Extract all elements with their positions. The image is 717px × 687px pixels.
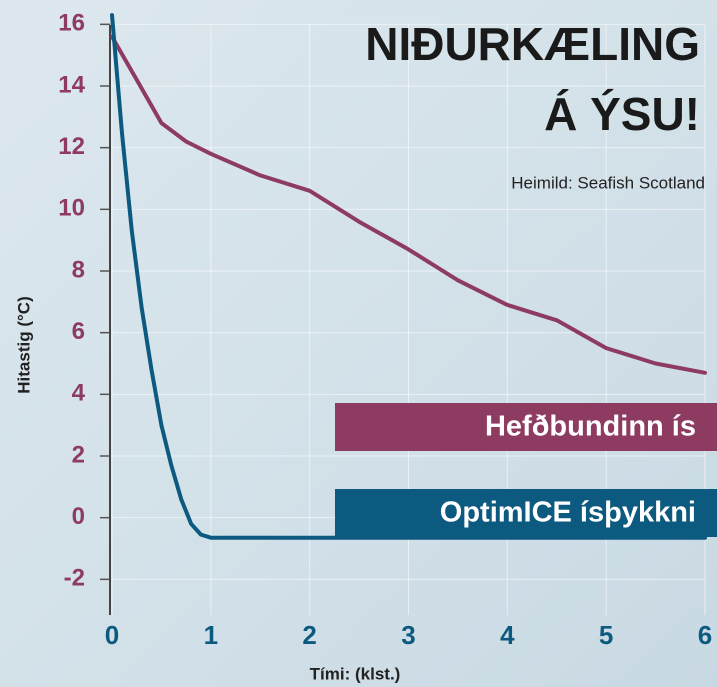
legend-label: Hefðbundinn ís (485, 411, 696, 443)
series-line (110, 34, 707, 375)
lines (110, 13, 707, 540)
y-tick-label: 4 (72, 380, 86, 407)
series-line (110, 13, 707, 540)
y-tick-label: 10 (58, 195, 85, 222)
subtitle: Heimild: Seafish Scotland (511, 173, 705, 192)
x-tick-label: 6 (698, 620, 712, 650)
x-tick-label: 1 (204, 620, 218, 650)
y-tick-label: 0 (72, 503, 85, 530)
legend-box (335, 489, 717, 537)
x-tick-label: 2 (302, 620, 316, 650)
x-tick-label: 4 (500, 620, 515, 650)
y-tick-label: 12 (58, 133, 85, 160)
y-tick-label: 16 (58, 10, 85, 37)
y-tick-label: -2 (64, 565, 85, 592)
x-axis-label: Tími: (klst.) (310, 664, 401, 683)
y-tick-label: 2 (72, 441, 85, 468)
legend: Hefðbundinn ís OptimICE ísþykkni (335, 403, 717, 537)
y-tick-label: 6 (72, 318, 85, 345)
legend-box (335, 403, 717, 451)
title-line: Á ÝSU! (544, 88, 700, 140)
y-tick-label: 14 (58, 71, 85, 98)
title-line: NIÐURKÆLING (365, 18, 700, 70)
x-tick-label: 0 (105, 620, 119, 650)
y-tick-label: 8 (72, 256, 85, 283)
y-axis-label: Hitastig (°C) (14, 296, 33, 393)
x-tick-label: 5 (599, 620, 613, 650)
x-tick-label: 3 (401, 620, 415, 650)
legend-label: OptimICE ísþykkni (440, 497, 696, 529)
